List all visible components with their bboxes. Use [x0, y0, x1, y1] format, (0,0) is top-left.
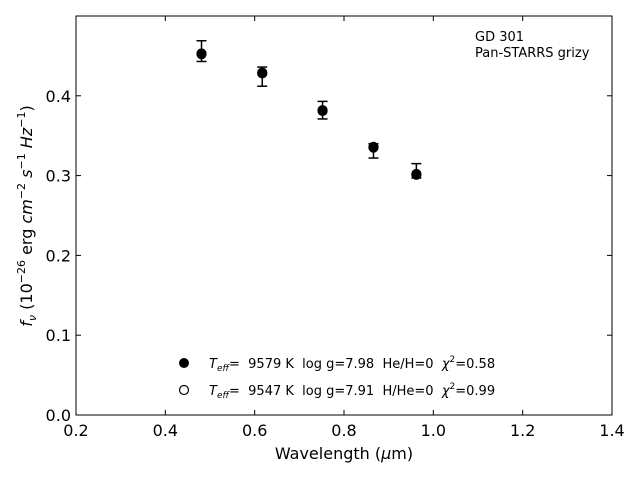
- y-tick-label: 0.0: [46, 406, 71, 425]
- legend-marker-filled: [179, 358, 189, 368]
- data-point-open: [368, 142, 379, 153]
- x-tick-label: 0.8: [331, 421, 356, 440]
- y-axis-label: fν (10−26 erg cm−2 s−1 Hz−1): [15, 105, 39, 326]
- legend-entry-1: Teff= 9579 K log g=7.98 He/H=0 χ2=0.58: [209, 355, 495, 374]
- data-point-open: [196, 49, 207, 60]
- x-tick-label: 1.4: [599, 421, 624, 440]
- x-tick-label: 1.2: [510, 421, 535, 440]
- y-tick-label: 0.1: [46, 326, 71, 345]
- data-point-open: [257, 68, 268, 79]
- x-tick-label: 0.2: [63, 421, 88, 440]
- legend: Teff= 9579 K log g=7.98 He/H=0 χ2=0.58 T…: [178, 355, 495, 401]
- x-tick-label: 0.4: [153, 421, 178, 440]
- legend-marker-open: [178, 384, 190, 396]
- x-tick-label: 0.6: [242, 421, 267, 440]
- x-tick-label: 1.0: [421, 421, 446, 440]
- legend-entry-2: Teff= 9547 K log g=7.91 H/He=0 χ2=0.99: [209, 382, 495, 401]
- plot-area: 0.2 0.4 0.6 0.8 1.0 1.2 1.4 0.0 0.1 0.2 0.3 0.4: [46, 16, 625, 440]
- y-tick-label: 0.2: [46, 246, 71, 265]
- data-point-open: [411, 169, 422, 180]
- plot-frame: [75, 15, 613, 416]
- y-tick-label: 0.3: [46, 167, 71, 186]
- annotation-object: GD 301: [475, 30, 524, 45]
- data-point-open: [317, 105, 328, 117]
- annotation-survey: Pan-STARRS grizy: [475, 46, 590, 61]
- y-tick-label: 0.4: [46, 87, 71, 106]
- x-axis-label: Wavelength (μm): [275, 444, 413, 463]
